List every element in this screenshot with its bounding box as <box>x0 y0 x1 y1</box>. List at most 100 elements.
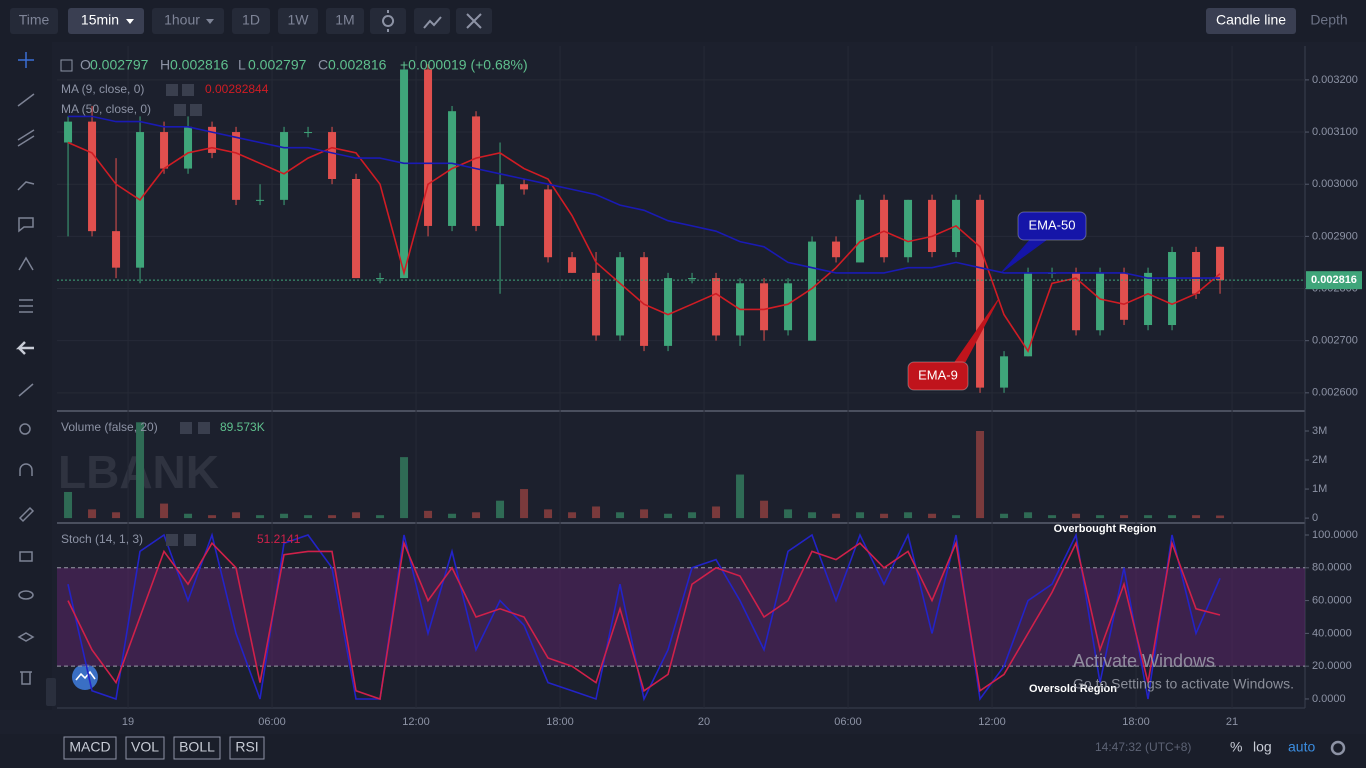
last-price-label: 0.002816 <box>1311 274 1357 286</box>
candle-body <box>400 69 409 279</box>
candle-body <box>1192 252 1201 294</box>
mode-label[interactable]: Candle line <box>1216 12 1286 28</box>
sidebar-toggle[interactable] <box>46 678 56 706</box>
interval-label[interactable]: Time <box>19 12 50 28</box>
lock-tool[interactable] <box>19 551 33 562</box>
volume-bar <box>352 512 361 519</box>
interval-button[interactable] <box>152 8 224 34</box>
volume-bar <box>736 474 745 519</box>
legend-settings[interactable] <box>166 534 178 546</box>
tool-icon[interactable] <box>382 10 395 32</box>
indicator-line <box>67 141 1221 353</box>
interval-label[interactable]: 1hour <box>164 12 200 28</box>
region-label: Oversold Region <box>1029 683 1117 695</box>
legend-close[interactable] <box>184 534 196 546</box>
pen-tool[interactable] <box>17 181 35 191</box>
indicator-button[interactable] <box>125 736 165 760</box>
y-tick-label: 0.003200 <box>1312 74 1358 86</box>
indicator-button[interactable] <box>63 736 117 760</box>
candle-body <box>1000 356 1009 388</box>
mode-button[interactable] <box>1206 8 1296 34</box>
candle-body <box>640 257 649 346</box>
tool-button[interactable] <box>370 8 406 34</box>
legend-close[interactable] <box>198 422 210 434</box>
candle-body <box>256 199 265 201</box>
legend-settings[interactable] <box>174 104 186 116</box>
interval-label[interactable]: 1W <box>288 12 310 28</box>
interval-label[interactable]: 1M <box>335 12 354 28</box>
collapse-tools[interactable] <box>15 341 34 355</box>
candle-body <box>352 178 361 279</box>
interval-button[interactable] <box>10 8 58 34</box>
indicator-button[interactable] <box>229 736 265 760</box>
ohlc-value: 0.002797 <box>90 57 149 73</box>
indicator-button-label[interactable]: MACD <box>69 739 110 755</box>
fib-tool[interactable] <box>19 299 33 313</box>
tool-icon[interactable] <box>466 13 482 29</box>
legend-settings[interactable] <box>180 422 192 434</box>
lock-draw-tool[interactable] <box>18 506 35 523</box>
crosshair-tool[interactable] <box>18 52 34 68</box>
y-tick-label: 1M <box>1312 483 1327 495</box>
x-tick-label: 18:00 <box>1122 716 1150 728</box>
indicator-button-label[interactable]: BOLL <box>179 739 215 755</box>
interval-button[interactable] <box>278 8 318 34</box>
interval-button[interactable] <box>68 8 144 34</box>
candle-body <box>280 132 289 200</box>
layers-tool[interactable] <box>17 632 35 642</box>
clock: 14:47:32 (UTC+8) <box>1095 740 1191 754</box>
tool-icon[interactable] <box>423 16 442 29</box>
stoch-band <box>57 567 1305 667</box>
delete-tool[interactable] <box>20 671 32 685</box>
zoom-tool[interactable] <box>19 423 31 435</box>
volume-bar <box>424 510 433 519</box>
text-tool[interactable] <box>18 217 34 233</box>
dropdown-arrow[interactable] <box>126 19 134 24</box>
line-tool[interactable] <box>17 93 35 107</box>
candle-body <box>496 184 505 226</box>
x-tick-label: 06:00 <box>258 716 286 728</box>
x-tick-label: 06:00 <box>834 716 862 728</box>
y-tick-label: 60.0000 <box>1312 594 1352 606</box>
indicator-button[interactable] <box>173 736 221 760</box>
interval-label[interactable]: 1D <box>242 12 260 28</box>
candle-body <box>232 132 241 200</box>
scale-option[interactable]: % <box>1230 739 1242 755</box>
magnet-tool[interactable] <box>19 463 33 476</box>
interval-label[interactable]: 15min <box>81 12 119 28</box>
y-tick-label: 0 <box>1312 512 1318 524</box>
scale-option[interactable]: auto <box>1288 739 1315 755</box>
settings-button[interactable] <box>1330 740 1346 756</box>
mode-label[interactable]: Depth <box>1310 12 1347 28</box>
drawing-tools[interactable] <box>15 52 35 685</box>
indicator-button-label[interactable]: RSI <box>235 739 258 755</box>
tool-button[interactable] <box>414 8 450 34</box>
collapse-legend[interactable] <box>60 59 73 72</box>
candle-body <box>304 132 313 134</box>
ohlc-key: L <box>238 57 246 73</box>
mode-button[interactable] <box>1300 8 1358 34</box>
y-tick-label: 0.0000 <box>1312 693 1346 705</box>
volume-bar <box>1000 513 1009 519</box>
interval-button[interactable] <box>326 8 364 34</box>
ruler-tool[interactable] <box>18 383 34 397</box>
interval-button[interactable] <box>232 8 270 34</box>
volume-bar <box>568 512 577 519</box>
dropdown-arrow[interactable] <box>206 19 214 24</box>
y-tick-label: 40.0000 <box>1312 627 1352 639</box>
scale-option[interactable]: log <box>1253 739 1272 755</box>
candle-body <box>1168 252 1177 326</box>
volume-bar <box>856 512 865 519</box>
visibility-tool[interactable] <box>18 590 34 600</box>
volume-bar <box>688 512 697 519</box>
indicator-value: 0.00282844 <box>205 82 269 96</box>
legend-close[interactable] <box>182 84 194 96</box>
x-tick-label: 12:00 <box>978 716 1006 728</box>
channel-tool[interactable] <box>17 129 35 147</box>
legend-settings[interactable] <box>166 84 178 96</box>
volume-bar <box>1120 515 1129 519</box>
legend-close[interactable] <box>190 104 202 116</box>
pattern-tool[interactable] <box>18 256 34 271</box>
indicator-button-label[interactable]: VOL <box>131 739 159 755</box>
bottom-bar <box>0 734 1366 768</box>
